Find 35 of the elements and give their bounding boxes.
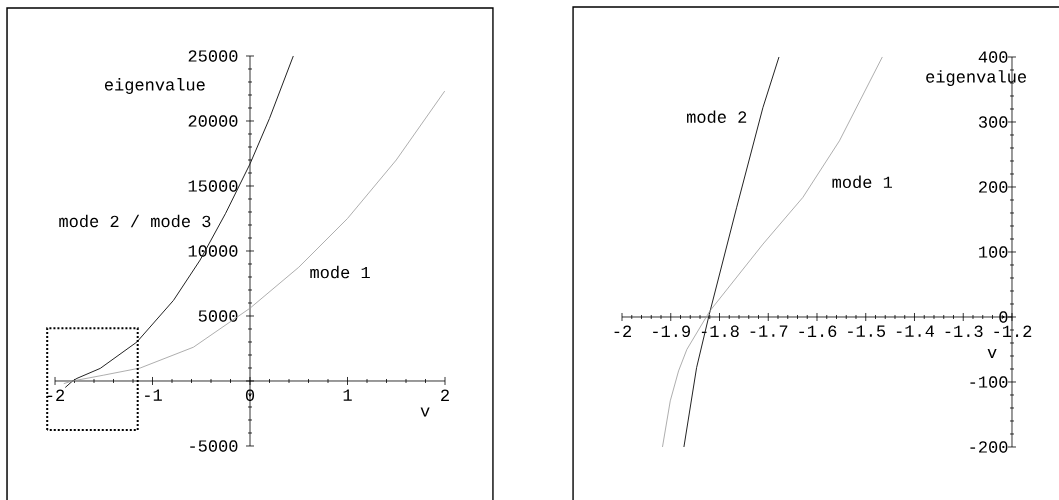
y-tick-label: 20000 (188, 115, 238, 127)
y-tick-label: -5000 (190, 440, 238, 452)
x-tick-label: -1.2 (994, 325, 1032, 337)
x-tick-label: -1.3 (945, 325, 983, 338)
x-tick-label: -1.6 (799, 325, 837, 338)
x-tick-label: 2 (441, 389, 449, 401)
y-tick-label: -200 (970, 441, 1008, 453)
x-tick-label: -1.9 (653, 325, 690, 338)
y-tick-label: 400 (978, 51, 1008, 63)
y-tick-label: 25000 (188, 50, 238, 62)
y-axis-title: eigenvalue (104, 78, 205, 94)
y-tick-label: 300 (978, 116, 1008, 128)
x-tick-label: 1 (343, 389, 352, 401)
x-axis-title: v (420, 407, 430, 417)
x-tick-label: -1.8 (701, 325, 739, 338)
x-tick-label: 0 (245, 389, 255, 402)
y-tick-label: -100 (970, 376, 1008, 388)
series-label: mode 2 / mode 3 (59, 214, 211, 228)
x-tick-label: -1.7 (750, 325, 788, 337)
y-tick-label: 200 (979, 181, 1008, 193)
series-label: mode 1 (310, 265, 370, 279)
series-label: mode 1 (832, 175, 893, 189)
y-tick-label: 10000 (188, 245, 238, 257)
y-tick-label: 0 (999, 311, 1008, 323)
x-axis-title: v (987, 348, 997, 358)
y-tick-label: 5000 (198, 310, 238, 322)
y-tick-label: 15000 (188, 180, 238, 192)
x-tick-label: -2 (47, 389, 65, 401)
x-tick-label: -1 (145, 389, 162, 401)
x-tick-label: -1.5 (848, 325, 886, 337)
series-label: mode 2 (686, 110, 747, 123)
y-tick-label: 100 (979, 246, 1008, 258)
x-tick-label: -2 (614, 325, 632, 337)
y-axis-title: eigenvalue (926, 70, 1026, 86)
x-tick-label: -1.4 (896, 325, 935, 337)
